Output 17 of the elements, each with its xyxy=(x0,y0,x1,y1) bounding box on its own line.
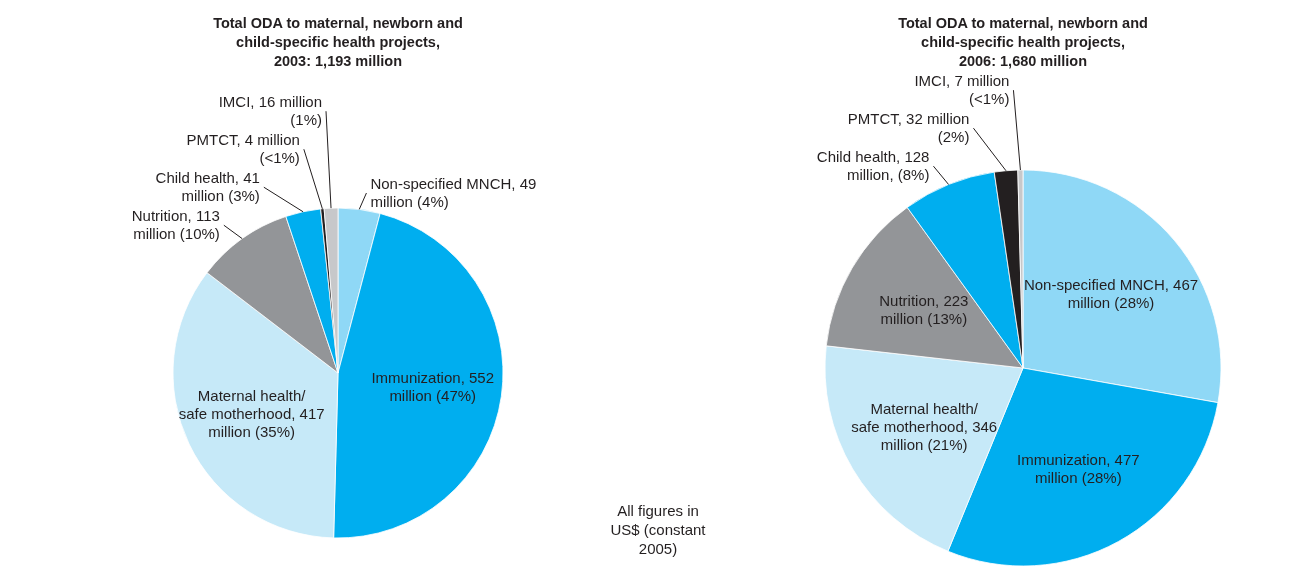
slice-label: IMCI, 7 million (<1%) xyxy=(914,72,1010,108)
slice-label: Non-specified MNCH, 49 million (4%) xyxy=(370,175,537,211)
slice-label: Child health, 41 million (3%) xyxy=(155,169,260,205)
chart-title: Total ODA to maternal, newborn and child-specific health projects, 2003: 1,193 million xyxy=(213,15,463,69)
slice-label: Nutrition, 223 million (13%) xyxy=(879,292,969,328)
slice-label: Non-specified MNCH, 467 million (28%) xyxy=(1023,276,1199,312)
slice-label: Immunization, 477 million (28%) xyxy=(1017,450,1140,486)
slice-label: PMTCT, 32 million (2%) xyxy=(847,110,970,146)
chart-title: Total ODA to maternal, newborn and child-specific health projects, 2006: 1,680 million xyxy=(898,15,1148,69)
slice-label: Maternal health/ safe motherhood, 417 million (35%) xyxy=(178,387,325,441)
slice-label: PMTCT, 4 million (<1%) xyxy=(186,131,300,167)
slice-label: Nutrition, 113 million (10%) xyxy=(131,207,220,243)
text: All figures in US$ (constant 2005) xyxy=(610,502,707,557)
slice-label: Maternal health/ safe motherhood, 346 million (21%) xyxy=(851,399,998,453)
slice-label: Child health, 128 million, (8%) xyxy=(816,148,930,184)
slice-label: Immunization, 552 million (47%) xyxy=(371,368,495,404)
slice-label: IMCI, 16 million (1%) xyxy=(218,93,322,129)
